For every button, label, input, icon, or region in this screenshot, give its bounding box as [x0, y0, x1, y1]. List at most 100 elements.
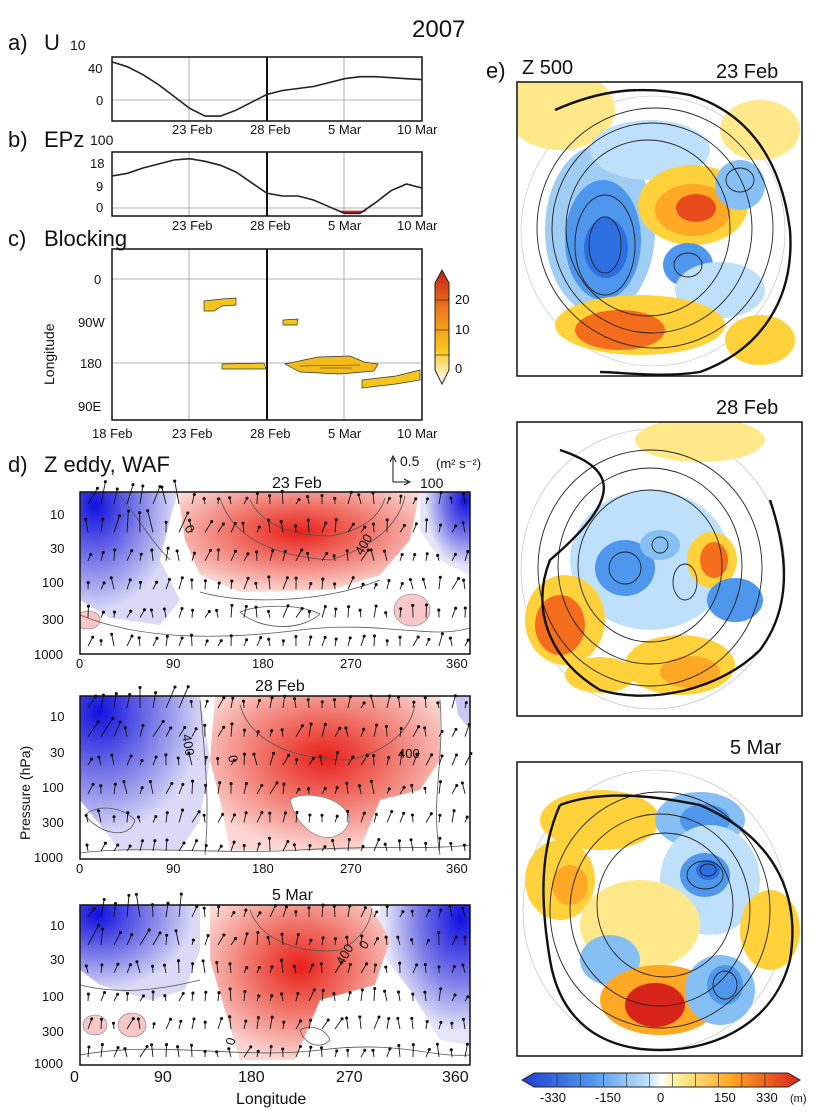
flux-vector-head: [428, 1048, 430, 1050]
flux-vector-head: [97, 810, 99, 812]
flux-vector-head: [431, 754, 433, 756]
flux-vector-head: [204, 724, 206, 726]
flux-vector-head: [400, 727, 402, 729]
panel-e-cbar-neg150: -150: [595, 1090, 621, 1105]
flux-vector-head: [400, 495, 402, 497]
panel-d-sub3-ytick-30: 30: [50, 952, 64, 967]
flux-vector-head: [228, 1048, 230, 1050]
flux-vector-head: [152, 965, 154, 967]
flux-vector-head: [273, 752, 275, 754]
flux-vector-head: [174, 480, 176, 482]
panel-d-sub1-ytick-10: 10: [50, 507, 64, 522]
panel-e-cbar-units: (m): [790, 1093, 807, 1105]
panel-e-cbar-150: 150: [714, 1090, 736, 1105]
flux-vector-head: [349, 905, 351, 907]
flux-vector-head: [113, 816, 115, 818]
panel-e-map1: [505, 70, 802, 376]
flux-vector-head: [131, 635, 133, 637]
flux-vector-head: [403, 524, 405, 526]
flux-vector-head: [424, 991, 426, 993]
flux-vector-head: [203, 907, 205, 909]
flux-vector-head: [202, 960, 204, 962]
flux-vector-head: [372, 492, 374, 494]
flux-vector-head: [440, 988, 442, 990]
flux-vector-head: [424, 727, 426, 729]
panel-d-sub3-date: 5 Mar: [272, 887, 314, 904]
flux-vector-head: [192, 992, 194, 994]
flux-vector-head: [334, 583, 336, 585]
flux-vector-head: [161, 486, 163, 488]
flux-vector-head: [85, 965, 87, 967]
flux-vector-head: [151, 1044, 153, 1046]
panel-d-sub1-xtick-360: 360: [446, 656, 468, 671]
panel-d-ref-vector-units: (m² s⁻²): [436, 456, 481, 471]
flux-vector-head: [205, 845, 207, 847]
flux-vector-head: [98, 924, 100, 926]
panel-d-sub1-plot: [76, 492, 470, 654]
flux-vector-head: [281, 729, 283, 731]
flux-vector-head: [313, 989, 315, 991]
flux-vector-head: [141, 840, 143, 842]
panel-d-yticks: 10 30 100 300 1000 10 30 100 300 1000 10…: [34, 507, 64, 1071]
flux-vector-head: [324, 606, 326, 608]
flux-vector-head: [374, 987, 376, 989]
flux-vector-head: [467, 639, 469, 641]
flux-vector-head: [139, 512, 141, 514]
flux-vector-head: [231, 723, 233, 725]
flux-vector-head: [416, 964, 418, 966]
flux-vector-head: [341, 1018, 343, 1020]
flux-vector-head: [403, 786, 405, 788]
flux-vector-head: [324, 787, 326, 789]
flux-vector-head: [373, 755, 375, 757]
flux-vector-head: [182, 992, 184, 994]
panel-c-ytick-180: 180: [80, 356, 102, 371]
figure-year: 2007: [412, 16, 465, 43]
panel-d-sub1-date: 23 Feb: [272, 475, 322, 492]
panel-d-sub1-xtick-0: 0: [76, 656, 83, 671]
flux-vector-head: [100, 1018, 102, 1020]
flux-vector-head: [163, 608, 165, 610]
flux-vector-head: [218, 992, 220, 994]
flux-vector-head: [92, 783, 94, 785]
panel-a-ytick-0: 0: [96, 93, 103, 108]
flux-vector-head: [130, 755, 132, 757]
flux-vector-head: [464, 607, 466, 609]
flux-vector-head: [298, 788, 300, 790]
flux-vector-head: [308, 611, 310, 613]
flux-vector: [153, 905, 154, 917]
flux-vector-head: [222, 523, 224, 525]
flux-vector-head: [174, 686, 176, 688]
flux-vector-head: [100, 640, 102, 642]
flux-vector-head: [388, 788, 390, 790]
flux-vector-head: [206, 640, 208, 642]
flux-vector-head: [307, 496, 309, 498]
flux-vector-head: [453, 810, 455, 812]
flux-vector-head: [463, 579, 465, 581]
panel-d-sub1-ytick-1000: 1000: [34, 647, 63, 662]
flux-vector-head: [246, 967, 248, 969]
flux-vector-head: [358, 785, 360, 787]
flux-vector-head: [245, 812, 247, 814]
flux-vector-head: [258, 967, 260, 969]
flux-vector-head: [198, 811, 200, 813]
flux-vector-head: [322, 578, 324, 580]
flux-vector-head: [139, 581, 141, 583]
flux-vector-head: [269, 812, 271, 814]
flux-vector-head: [293, 844, 295, 846]
flux-vector-head: [190, 700, 192, 702]
flux-vector-head: [324, 636, 326, 638]
panel-d-sub3-xtick-360: 360: [442, 1069, 469, 1086]
flux-vector-head: [322, 989, 324, 991]
flux-vector-head: [220, 845, 222, 847]
flux-vector-head: [438, 931, 440, 933]
flux-vector-head: [424, 697, 426, 699]
flux-vector-head: [364, 1049, 366, 1051]
flux-vector-head: [247, 553, 249, 555]
flux-vector-head: [234, 550, 236, 552]
flux-vector-head: [287, 840, 289, 842]
blocking-patch: [204, 298, 236, 311]
flux-vector-head: [335, 608, 337, 610]
flux-vector-head: [333, 555, 335, 557]
flux-vector-head: [439, 837, 441, 839]
